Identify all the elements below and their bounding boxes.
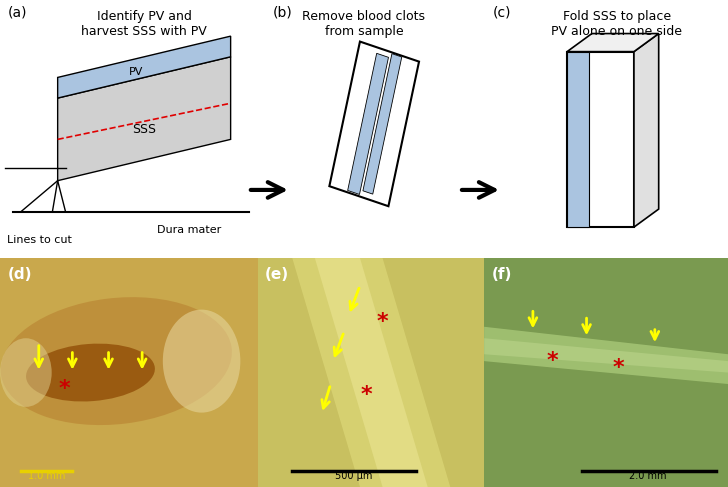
Text: SSS: SSS xyxy=(132,123,156,135)
Text: Remove blood clots
from sample: Remove blood clots from sample xyxy=(303,10,425,38)
Polygon shape xyxy=(567,52,590,227)
Text: *: * xyxy=(361,385,373,406)
Polygon shape xyxy=(484,338,728,373)
Text: *: * xyxy=(612,358,624,378)
Polygon shape xyxy=(363,54,402,194)
Text: *: * xyxy=(547,351,558,371)
Text: (f): (f) xyxy=(491,267,512,282)
Polygon shape xyxy=(329,41,419,206)
Text: PV: PV xyxy=(129,67,143,77)
Ellipse shape xyxy=(0,338,52,407)
Text: 2.0 mm: 2.0 mm xyxy=(629,471,666,481)
Ellipse shape xyxy=(163,310,240,412)
Text: (c): (c) xyxy=(493,5,511,19)
Text: (d): (d) xyxy=(8,267,32,282)
Polygon shape xyxy=(634,34,659,227)
Text: 500 μm: 500 μm xyxy=(335,471,372,481)
Polygon shape xyxy=(567,34,659,52)
Polygon shape xyxy=(348,54,389,194)
Ellipse shape xyxy=(1,297,232,425)
Polygon shape xyxy=(58,36,231,98)
Text: (a): (a) xyxy=(8,5,28,19)
Text: (b): (b) xyxy=(272,5,292,19)
Text: Dura mater: Dura mater xyxy=(157,225,221,235)
Polygon shape xyxy=(293,258,450,487)
Text: *: * xyxy=(377,312,388,332)
Ellipse shape xyxy=(26,344,155,401)
Polygon shape xyxy=(567,52,634,227)
Polygon shape xyxy=(315,258,428,487)
Text: (e): (e) xyxy=(265,267,289,282)
Text: Lines to cut: Lines to cut xyxy=(7,235,72,245)
Polygon shape xyxy=(58,57,231,181)
Polygon shape xyxy=(484,327,728,384)
Text: 1.0 mm: 1.0 mm xyxy=(28,471,66,481)
Text: Fold SSS to place
PV alone on one side: Fold SSS to place PV alone on one side xyxy=(551,10,682,38)
Text: Identify PV and
harvest SSS with PV: Identify PV and harvest SSS with PV xyxy=(82,10,207,38)
Text: *: * xyxy=(59,378,71,398)
